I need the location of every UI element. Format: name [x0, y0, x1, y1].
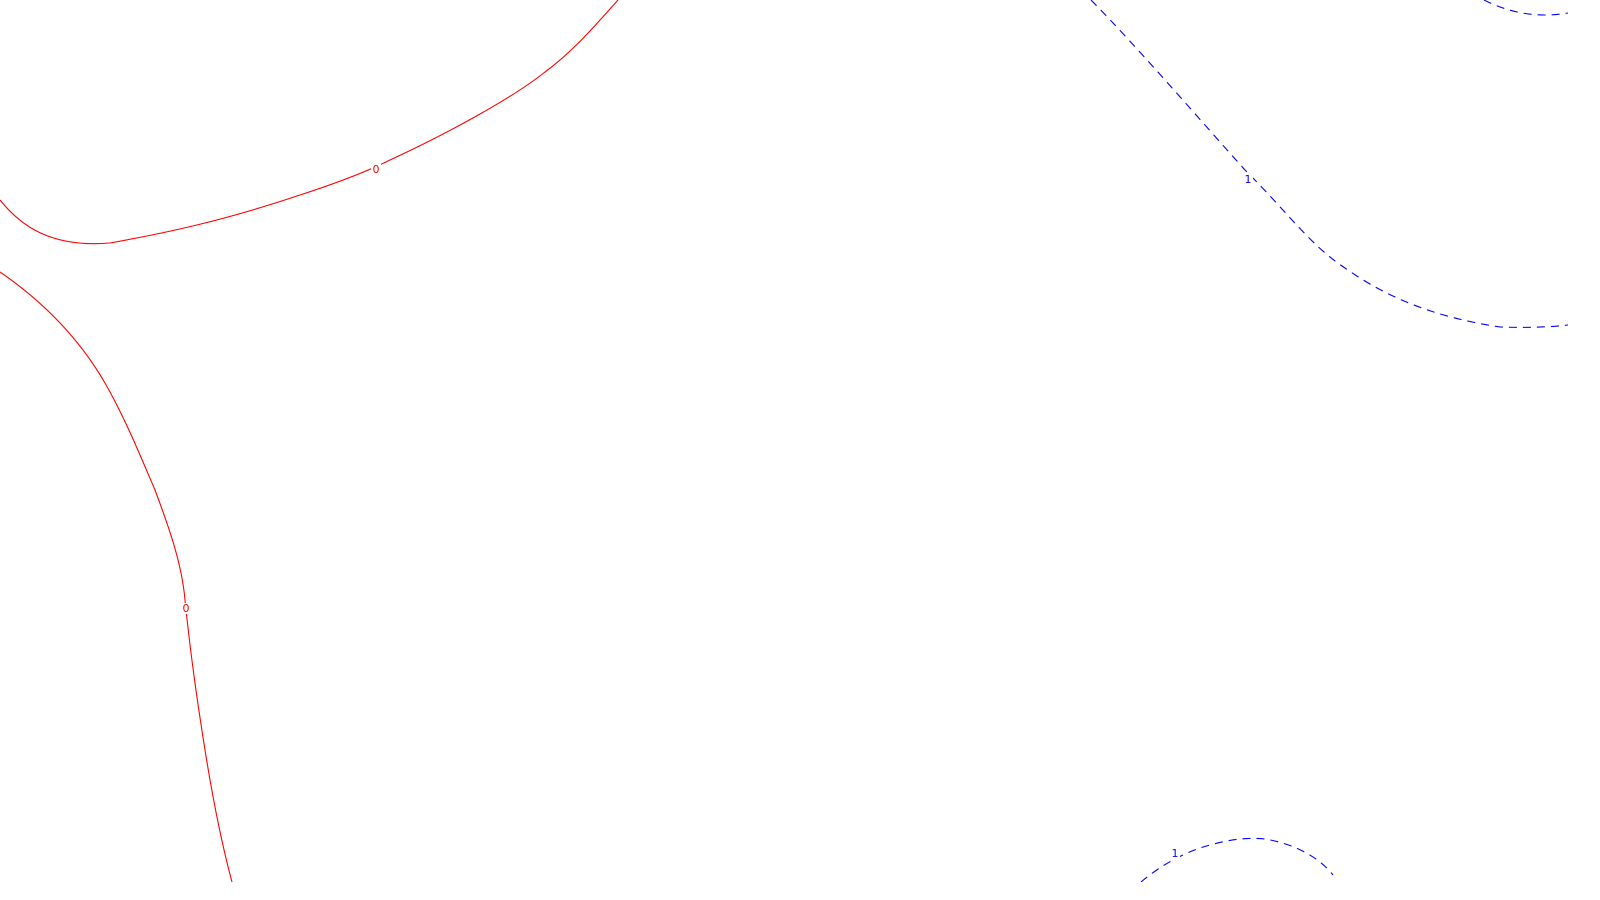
- contour-labels: 0 0 1 1: [181, 163, 1253, 860]
- contour-1-bottom-line: [1140, 837, 1334, 882]
- contour-1-upper-right-line: [1090, 0, 1568, 328]
- contour-0-left-label: 0: [183, 602, 190, 615]
- contour-0-left-line: [0, 271, 233, 882]
- contour-1-corner-line: [1483, 0, 1568, 16]
- contour-0-upper-line: [0, 0, 619, 245]
- contour-1-bottom-label: 1: [1172, 847, 1179, 860]
- contour-plot: 0 0 1 1: [0, 0, 1568, 882]
- contour-0-upper-label-bg: [371, 164, 381, 175]
- contour-0-left-label-bg: [181, 603, 191, 614]
- contour-plot-area: 0 0 1 1: [0, 0, 1568, 882]
- contour-1-upper-right-label: 1: [1245, 173, 1252, 186]
- contour-1-bottom-label-bg: [1170, 848, 1180, 859]
- contour-lines: [0, 0, 1568, 882]
- contour-1-upper-right-label-bg: [1243, 174, 1253, 185]
- contour-0-upper-label: 0: [373, 163, 380, 176]
